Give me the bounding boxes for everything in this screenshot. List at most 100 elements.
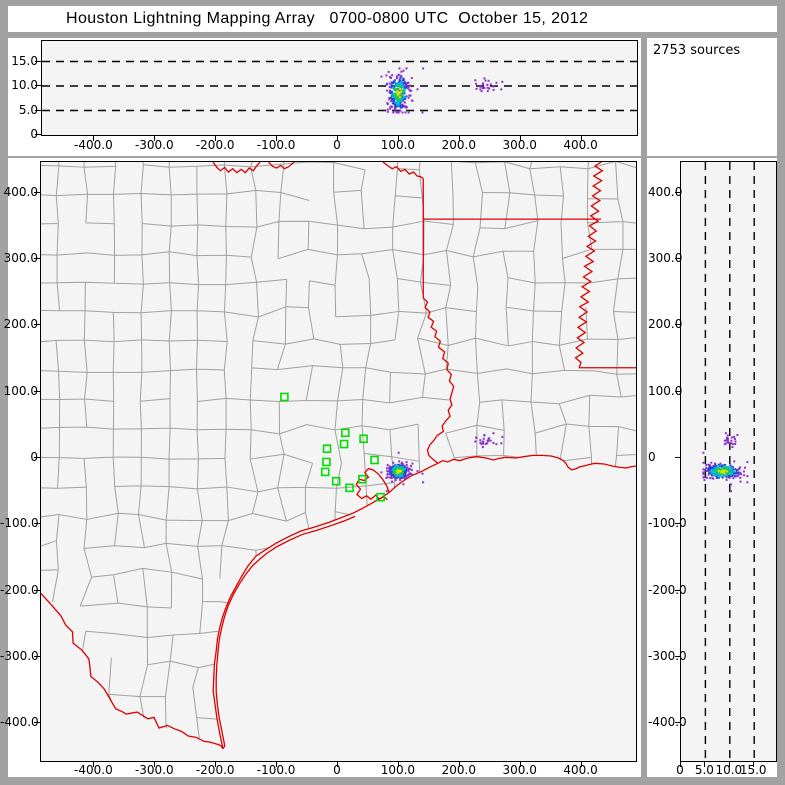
vhf-source-point	[394, 106, 397, 109]
vhf-source-point	[482, 442, 485, 445]
vhf-source-point	[743, 474, 746, 477]
galveston-bay-shoreline	[356, 469, 389, 500]
vhf-source-point	[392, 461, 395, 464]
vhf-source-point	[733, 460, 736, 463]
vhf-source-point	[719, 472, 722, 475]
ns-tick-label: -300.0	[648, 649, 687, 664]
vhf-source-point	[386, 463, 389, 466]
vhf-source-point	[730, 483, 732, 486]
vhf-source-point	[724, 474, 727, 477]
lma-station-marker	[322, 457, 331, 467]
vhf-source-point	[395, 75, 398, 78]
tick-mark	[337, 761, 338, 767]
vhf-source-point	[392, 100, 395, 102]
vhf-source-point	[391, 74, 394, 77]
vhf-source-point	[730, 490, 732, 493]
vhf-source-point	[720, 466, 723, 469]
vhf-source-point	[702, 476, 705, 479]
vhf-source-point	[495, 81, 498, 84]
vhf-source-point	[397, 81, 399, 84]
vhf-source-point	[731, 446, 734, 449]
vhf-source-point	[394, 477, 397, 480]
vhf-source-point	[399, 467, 402, 470]
vhf-source-point	[705, 466, 708, 469]
tick-mark	[397, 761, 399, 767]
vhf-source-point	[395, 88, 398, 91]
vhf-source-point	[405, 461, 408, 464]
vhf-source-point	[401, 468, 403, 471]
vhf-source-point	[395, 105, 398, 108]
vhf-source-point	[386, 89, 389, 92]
plan-view-map-plot[interactable]	[40, 161, 637, 762]
tick-mark	[34, 257, 40, 259]
vhf-source-point	[394, 479, 397, 482]
vhf-source-point	[501, 80, 504, 83]
vhf-source-point	[728, 442, 731, 444]
vhf-source-point	[500, 442, 503, 445]
vhf-source-point	[398, 469, 401, 472]
vhf-source-point	[403, 101, 406, 104]
vhf-source-point	[726, 434, 729, 437]
tick-mark	[458, 135, 460, 141]
altitude-ns-plot[interactable]	[680, 161, 777, 762]
vhf-source-point	[399, 80, 401, 83]
vhf-source-point	[481, 82, 484, 85]
vhf-source-point	[725, 468, 728, 471]
ew-tick-label: -100.0	[256, 763, 296, 777]
alt-tick-label: 5.0	[694, 763, 714, 777]
vhf-source-point	[398, 92, 401, 95]
vhf-source-point	[407, 468, 410, 471]
ns-tick-label: 0	[0, 450, 38, 464]
vhf-source-point	[393, 470, 396, 472]
altitude-ew-plot[interactable]	[41, 40, 638, 136]
vhf-source-point	[391, 95, 394, 98]
vhf-source-point	[475, 82, 478, 85]
ew-tick-label: 400.0	[563, 138, 598, 152]
vhf-source-point	[394, 103, 397, 105]
vhf-source-point	[391, 480, 394, 483]
vhf-source-point	[704, 468, 707, 471]
vhf-source-point	[712, 468, 715, 471]
mississippi-river-border	[576, 162, 603, 368]
vhf-source-point	[495, 443, 498, 446]
vhf-source-point	[486, 442, 489, 445]
vhf-source-point	[410, 465, 413, 467]
ns-tick-label: 300.0	[3, 250, 38, 265]
vhf-source-point	[397, 467, 400, 470]
ew-tick-label: 100.0	[380, 763, 416, 777]
vhf-source-point	[385, 476, 388, 479]
vhf-source-point	[388, 86, 391, 88]
vhf-source-point	[401, 91, 404, 94]
map-canvas	[41, 162, 636, 761]
vhf-source-point	[388, 82, 391, 85]
altitude-ew-canvas	[42, 60, 637, 114]
tick-mark	[154, 135, 156, 141]
vhf-source-point	[709, 464, 712, 467]
vhf-source-point	[732, 443, 734, 446]
tick-mark	[519, 135, 521, 141]
vhf-source-point	[711, 474, 713, 477]
vhf-source-point	[730, 468, 732, 471]
vhf-source-point	[721, 476, 724, 479]
lightning-points-layer	[702, 432, 749, 493]
vhf-source-point	[725, 470, 728, 473]
vhf-source-point	[718, 463, 720, 466]
alt-tick-label: 0	[676, 763, 684, 777]
vhf-source-point	[408, 84, 411, 87]
vhf-source-point	[411, 473, 414, 476]
tick-mark	[675, 589, 680, 591]
vhf-source-point	[729, 464, 732, 467]
vhf-source-point	[723, 471, 726, 474]
tick-mark	[35, 85, 41, 86]
vhf-source-point	[479, 439, 482, 442]
vhf-source-point	[399, 472, 402, 475]
tick-mark	[675, 656, 680, 658]
ns-tick-label: -100.0	[648, 516, 687, 531]
vhf-source-point	[729, 473, 732, 476]
vhf-source-point	[482, 87, 485, 90]
vhf-source-point	[706, 469, 709, 472]
vhf-source-point	[739, 466, 742, 469]
vhf-source-point	[391, 466, 394, 469]
ew-tick-label: -300.0	[134, 763, 174, 777]
alt-tick-label: 15.0	[739, 763, 767, 777]
